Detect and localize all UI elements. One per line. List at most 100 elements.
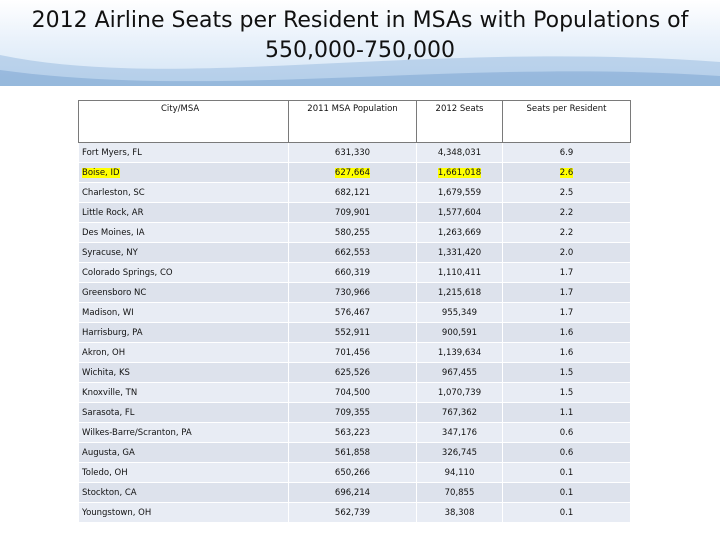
cell-city-text: Wichita, KS [82, 367, 130, 378]
table-row: Syracuse, NY 662,553 1,331,420 2.0 [78, 242, 631, 263]
cell-population-text: 662,553 [334, 247, 371, 258]
cell-seats-per-resident-text: 1.5 [559, 387, 574, 398]
cell-city: Syracuse, NY [78, 242, 289, 263]
table-row: Charleston, SC 682,121 1,679,559 2.5 [78, 182, 631, 203]
table-row: Fort Myers, FL 631,330 4,348,031 6.9 [78, 142, 631, 163]
cell-seats-text: 1,679,559 [437, 187, 482, 198]
table-row: Boise, ID 627,664 1,661,018 2.6 [78, 162, 631, 183]
cell-seats-per-resident-text: 1.6 [559, 347, 574, 358]
cell-seats-text: 1,110,411 [437, 267, 482, 278]
cell-seats-per-resident-text: 1.1 [559, 407, 574, 418]
cell-population: 662,553 [288, 242, 417, 263]
table-row: Colorado Springs, CO 660,319 1,110,411 1.7 [78, 262, 631, 283]
cell-city: Akron, OH [78, 342, 289, 363]
cell-population-text: 563,223 [334, 427, 371, 438]
cell-city-text: Akron, OH [82, 347, 126, 358]
cell-seats-per-resident: 1.7 [502, 302, 631, 323]
cell-seats: 1,215,618 [416, 282, 503, 303]
cell-city: Colorado Springs, CO [78, 262, 289, 283]
cell-seats-per-resident-text: 2.0 [559, 247, 574, 258]
cell-population-text: 627,664 [334, 167, 371, 178]
cell-population-text: 682,121 [334, 187, 371, 198]
cell-city-text: Augusta, GA [82, 447, 135, 458]
cell-city-text: Colorado Springs, CO [82, 267, 173, 278]
cell-seats-text: 955,349 [441, 307, 478, 318]
cell-seats: 4,348,031 [416, 142, 503, 163]
cell-seats-per-resident-text: 0.1 [559, 467, 574, 478]
cell-seats-text: 1,661,018 [437, 167, 482, 178]
cell-population: 730,966 [288, 282, 417, 303]
cell-seats: 94,110 [416, 462, 503, 483]
cell-seats: 38,308 [416, 502, 503, 523]
cell-seats-per-resident-text: 1.7 [559, 267, 574, 278]
cell-population-text: 701,456 [334, 347, 371, 358]
header-seats-per-resident: Seats per Resident [502, 100, 631, 143]
cell-seats-per-resident-text: 0.6 [559, 427, 574, 438]
cell-seats: 967,455 [416, 362, 503, 383]
cell-city-text: Wilkes-Barre/Scranton, PA [82, 427, 192, 438]
cell-city: Harrisburg, PA [78, 322, 289, 343]
cell-seats-per-resident: 1.5 [502, 362, 631, 383]
cell-seats-text: 326,745 [441, 447, 478, 458]
cell-city: Des Moines, IA [78, 222, 289, 243]
cell-population: 701,456 [288, 342, 417, 363]
table-row: Little Rock, AR 709,901 1,577,604 2.2 [78, 202, 631, 223]
cell-seats: 1,577,604 [416, 202, 503, 223]
cell-seats-per-resident-text: 2.2 [559, 207, 574, 218]
cell-city: Madison, WI [78, 302, 289, 323]
table-row: Madison, WI 576,467 955,349 1.7 [78, 302, 631, 323]
table-header-row: City/MSA 2011 MSA Population 2012 Seats … [78, 100, 631, 143]
cell-seats-per-resident-text: 2.2 [559, 227, 574, 238]
cell-seats-per-resident: 2.0 [502, 242, 631, 263]
cell-population-text: 625,526 [334, 367, 371, 378]
cell-seats-per-resident: 0.6 [502, 442, 631, 463]
cell-population-text: 730,966 [334, 287, 371, 298]
table-row: Sarasota, FL 709,355 767,362 1.1 [78, 402, 631, 423]
cell-seats: 326,745 [416, 442, 503, 463]
cell-seats-text: 767,362 [441, 407, 478, 418]
cell-seats-per-resident: 2.2 [502, 222, 631, 243]
cell-seats-text: 1,331,420 [437, 247, 482, 258]
cell-seats-per-resident: 1.7 [502, 282, 631, 303]
header-population: 2011 MSA Population [288, 100, 417, 143]
cell-city-text: Boise, ID [82, 167, 120, 178]
header-swoosh [0, 55, 720, 86]
cell-city-text: Sarasota, FL [82, 407, 135, 418]
table-row: Toledo, OH 650,266 94,110 0.1 [78, 462, 631, 483]
cell-population-text: 696,214 [334, 487, 371, 498]
cell-seats-text: 38,308 [444, 507, 475, 518]
cell-seats-per-resident: 0.1 [502, 502, 631, 523]
cell-seats: 70,855 [416, 482, 503, 503]
cell-seats-per-resident-text: 1.7 [559, 287, 574, 298]
cell-seats-text: 1,215,618 [437, 287, 482, 298]
cell-seats-per-resident-text: 0.6 [559, 447, 574, 458]
cell-population: 660,319 [288, 262, 417, 283]
table-row: Stockton, CA 696,214 70,855 0.1 [78, 482, 631, 503]
cell-population: 627,664 [288, 162, 417, 183]
cell-city: Wichita, KS [78, 362, 289, 383]
cell-seats: 900,591 [416, 322, 503, 343]
cell-city-text: Knoxville, TN [82, 387, 138, 398]
cell-seats-text: 1,263,669 [437, 227, 482, 238]
table-row: Harrisburg, PA 552,911 900,591 1.6 [78, 322, 631, 343]
table-row: Wilkes-Barre/Scranton, PA 563,223 347,176 0… [78, 422, 631, 443]
cell-population: 562,739 [288, 502, 417, 523]
cell-city-text: Charleston, SC [82, 187, 145, 198]
cell-population: 580,255 [288, 222, 417, 243]
cell-city-text: Toledo, OH [82, 467, 128, 478]
cell-city: Stockton, CA [78, 482, 289, 503]
cell-city-text: Little Rock, AR [82, 207, 144, 218]
cell-seats-per-resident: 1.1 [502, 402, 631, 423]
cell-seats-text: 967,455 [441, 367, 478, 378]
cell-seats-text: 1,577,604 [437, 207, 482, 218]
cell-city: Youngstown, OH [78, 502, 289, 523]
data-table: City/MSA 2011 MSA Population 2012 Seats … [78, 100, 631, 523]
cell-city: Augusta, GA [78, 442, 289, 463]
cell-population-text: 580,255 [334, 227, 371, 238]
cell-city-text: Madison, WI [82, 307, 134, 318]
cell-seats: 955,349 [416, 302, 503, 323]
cell-seats-text: 1,070,739 [437, 387, 482, 398]
cell-population: 631,330 [288, 142, 417, 163]
cell-city: Little Rock, AR [78, 202, 289, 223]
cell-population-text: 660,319 [334, 267, 371, 278]
